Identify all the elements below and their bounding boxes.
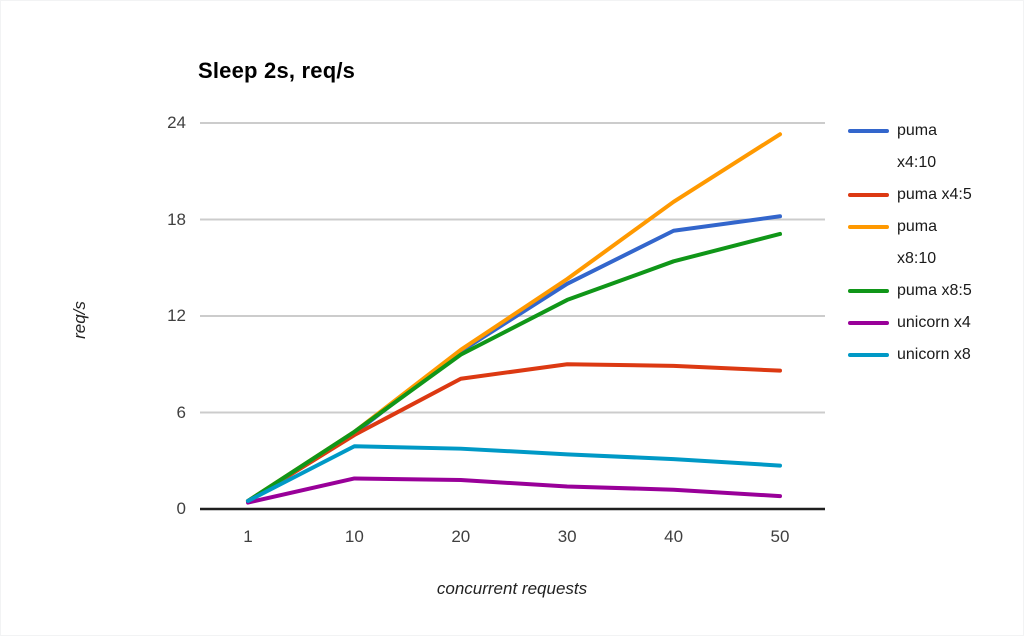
legend: puma x4:10 puma x4:5 puma x8:10 puma x8:5 unic… [848, 115, 1018, 371]
legend-swatch [848, 321, 889, 325]
legend-swatch [848, 353, 889, 357]
x-tick-label: 40 [664, 527, 684, 546]
legend-item-puma-x8-5: puma x8:5 [848, 275, 1018, 307]
x-axis-title: concurrent requests [436, 579, 588, 598]
legend-item-puma-x4-10: puma x4:10 [848, 115, 1018, 179]
series-line-puma-x4-5 [246, 362, 782, 503]
legend-label: puma x8:5 [897, 282, 972, 299]
y-tick-label: 18 [167, 209, 186, 229]
y-tick-label: 24 [167, 113, 186, 132]
legend-swatch [848, 193, 889, 197]
series-line-unicorn-x8 [246, 444, 782, 503]
legend-item-puma-x8-10: puma x8:10 [848, 211, 1018, 275]
legend-label: unicorn x8 [897, 346, 971, 363]
series-line-puma-x8-5 [246, 231, 782, 503]
y-tick-label: 0 [176, 499, 186, 518]
x-tick-label: 50 [770, 527, 790, 546]
legend-swatch [848, 129, 889, 133]
x-tick-label: 1 [243, 527, 253, 546]
x-tick-label: 10 [344, 527, 364, 546]
legend-swatch [848, 289, 889, 293]
legend-item-unicorn-x8: unicorn x8 [848, 339, 1018, 371]
legend-swatch [848, 225, 889, 229]
y-tick-label: 12 [167, 306, 186, 325]
legend-item-puma-x4-5: puma x4:5 [848, 179, 1018, 211]
x-tick-label: 20 [451, 527, 471, 546]
chart-title: Sleep 2s, req/s [198, 58, 356, 83]
legend-item-unicorn-x4: unicorn x4 [848, 307, 1018, 339]
series-line-unicorn-x4 [246, 476, 782, 505]
y-tick-label: 6 [176, 402, 186, 422]
legend-label: puma x4:5 [897, 186, 972, 203]
legend-label: puma x4:10 [897, 122, 938, 171]
legend-label: puma x8:10 [897, 218, 938, 267]
x-tick-label: 30 [557, 527, 577, 546]
legend-label: unicorn x4 [897, 314, 971, 331]
